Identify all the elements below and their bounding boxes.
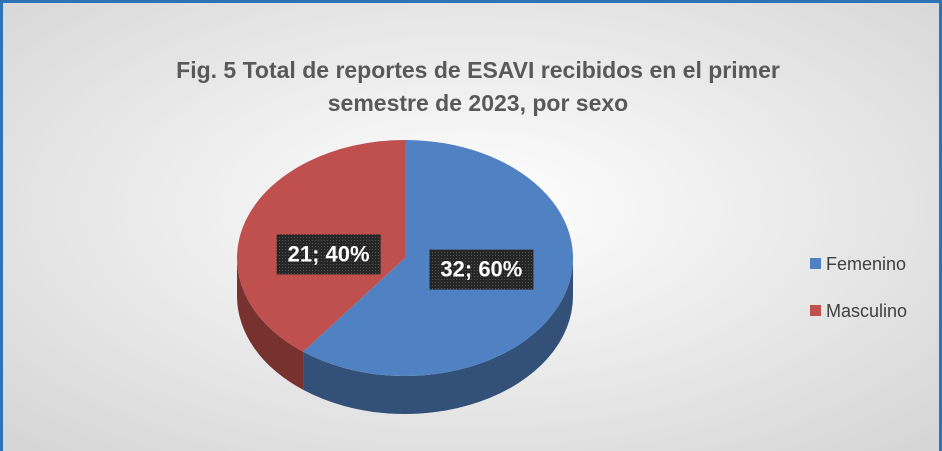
data-label: 32; 60% [440,256,522,281]
legend-label: Masculino [826,301,907,321]
pie: 32; 60% 21; 40% [237,140,574,414]
data-label-box [276,234,381,275]
data-label: 21; 40% [288,241,370,266]
data-label-box [429,249,534,290]
slice-side [303,258,573,414]
legend-label: Femenino [826,254,906,274]
slice-side [237,258,304,390]
chart-title: Fig. 5 Total de reportes de ESAVI recibi… [176,57,780,116]
legend-swatch [810,305,821,316]
legend-swatch [810,258,821,269]
